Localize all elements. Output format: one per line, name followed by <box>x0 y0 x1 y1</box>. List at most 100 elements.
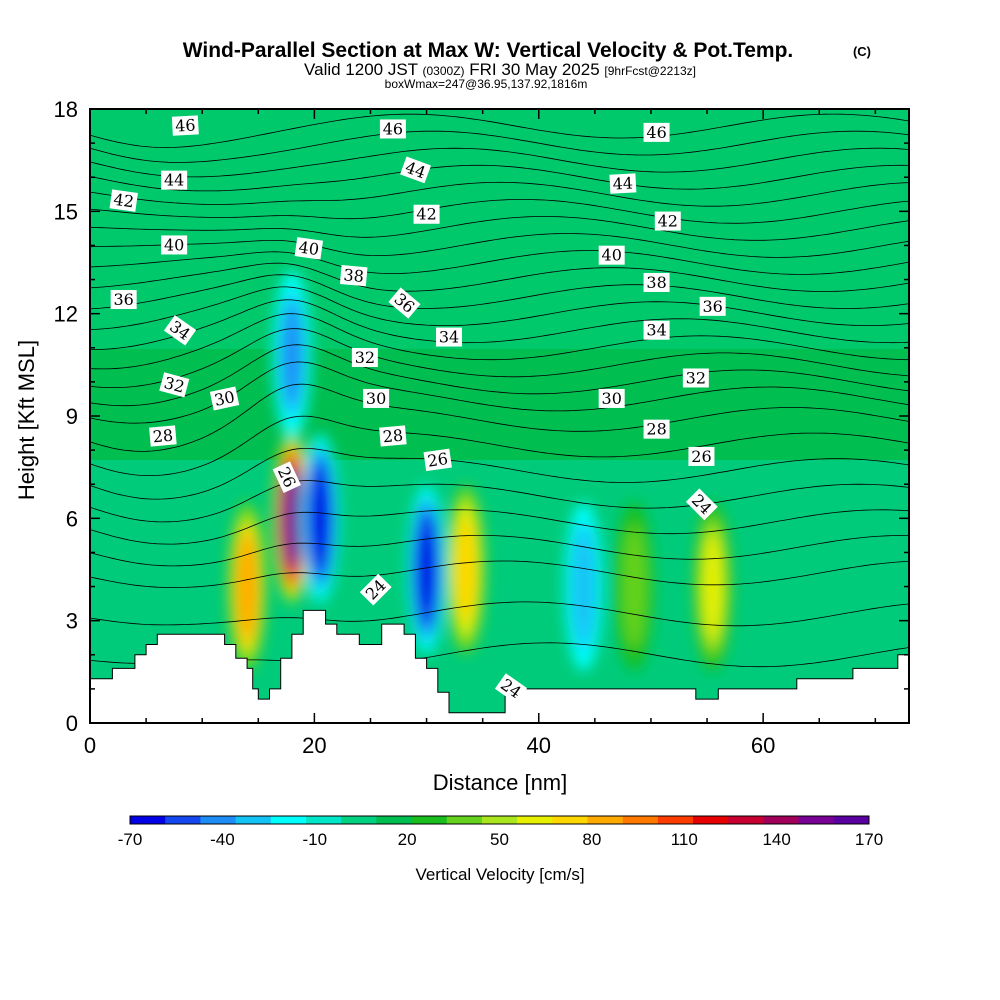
velocity-cell-4 <box>446 485 485 654</box>
theta-label-box <box>654 211 681 231</box>
theta-contour-23 <box>90 601 909 627</box>
theta-label-8: 42 <box>654 211 681 231</box>
theta-contour-44 <box>90 164 909 192</box>
colorbar-swatch <box>130 816 166 824</box>
theta-label-box <box>163 315 197 346</box>
theta-contour-35 <box>90 299 909 351</box>
theta-label-text: 44 <box>612 174 633 194</box>
theta-label-box <box>643 419 670 439</box>
theta-contour-33 <box>90 328 909 389</box>
theta-label-box <box>363 388 390 408</box>
theta-label-text: 46 <box>383 119 403 138</box>
colorbar-frame <box>129 815 870 825</box>
vertical-velocity-cells <box>228 270 732 671</box>
theta-label-text: 40 <box>297 238 320 260</box>
theta-label-text: 38 <box>646 273 666 292</box>
theta-label-text: 40 <box>164 235 184 254</box>
theta-label-12: 38 <box>339 265 368 287</box>
y-tick-label: 9 <box>66 404 78 429</box>
chart-title: Wind-Parallel Section at Max W: Vertical… <box>183 39 794 62</box>
theta-label-text: 32 <box>162 373 187 397</box>
theta-contour-30 <box>90 383 909 452</box>
colorbar-swatch <box>446 816 483 824</box>
x-tick-label: 0 <box>84 733 96 758</box>
theta-label-text: 28 <box>382 426 404 447</box>
subtitle-date: FRI 30 May 2025 <box>469 60 599 79</box>
theta-label-box <box>688 446 715 466</box>
theta-label-26: 28 <box>149 425 177 447</box>
colorbar-swatch <box>693 816 729 824</box>
theta-label-27: 28 <box>379 425 407 447</box>
subtitle-prefix: Valid 1200 JST <box>304 60 418 79</box>
theta-label-28: 28 <box>643 419 670 439</box>
theta-label-box <box>643 272 670 292</box>
theta-label-19: 34 <box>643 320 670 340</box>
colorbar-swatch <box>411 816 448 824</box>
x-tick-label: 40 <box>527 733 551 758</box>
theta-label-box <box>351 348 378 368</box>
theta-contour-28 <box>90 447 909 500</box>
colorbar-swatch <box>341 816 377 824</box>
theta-contour-32 <box>90 344 909 407</box>
theta-contour-24 <box>90 560 909 589</box>
theta-label-text: 28 <box>646 420 666 439</box>
theta-label-box <box>400 156 431 184</box>
velocity-cell-layer <box>310 466 330 571</box>
theta-label-box <box>436 327 463 347</box>
theta-label-1: 46 <box>379 119 406 139</box>
colorbar-tick-label: 50 <box>490 830 509 849</box>
theta-label-box <box>159 372 190 398</box>
terrain <box>90 609 909 723</box>
theta-label-box <box>110 290 137 310</box>
theta-label-5: 44 <box>609 173 637 194</box>
y-tick-label: 0 <box>66 711 78 736</box>
theta-label-box <box>161 170 188 190</box>
theta-label-text: 38 <box>343 265 365 286</box>
theta-label-text: 40 <box>602 246 622 265</box>
theta-contour-25 <box>90 535 909 567</box>
colorbar-swatch <box>587 816 624 824</box>
y-tick-label: 18 <box>54 97 78 122</box>
velocity-cell-layer <box>455 517 476 622</box>
velocity-cell-layer <box>237 534 257 639</box>
y-tick-label: 3 <box>66 609 78 634</box>
theta-label-text: 42 <box>658 212 678 231</box>
theta-label-box <box>643 320 670 340</box>
theta-label-6: 42 <box>109 189 138 212</box>
theta-label-23: 30 <box>209 386 240 411</box>
theta-label-text: 46 <box>175 116 196 136</box>
velocity-cell-0 <box>228 502 267 671</box>
theta-label-box <box>359 573 392 606</box>
colorbar-tick-label: 20 <box>398 830 417 849</box>
theta-contour-37 <box>90 274 909 310</box>
x-tick-label: 60 <box>751 733 775 758</box>
y-tick-label: 6 <box>66 506 78 531</box>
theta-label-box <box>685 488 718 521</box>
theta-label-20: 32 <box>159 372 190 398</box>
theta-contour-38 <box>90 262 909 292</box>
velocity-cell-3 <box>407 485 446 654</box>
subtitle-fcst: [9hrFcst@2213z] <box>604 64 696 78</box>
velocity-cell-layer <box>624 534 645 639</box>
colorbar-tick-label: 80 <box>582 830 601 849</box>
velocity-cell-8 <box>564 502 603 671</box>
theta-label-box <box>272 461 301 493</box>
theta-label-box <box>413 204 440 224</box>
theta-label-31: 26 <box>688 446 715 466</box>
theta-contour-26 <box>90 509 909 545</box>
theta-label-text: 36 <box>113 290 133 309</box>
colorbar-swatch <box>306 816 342 824</box>
theta-label-box <box>109 189 138 212</box>
theta-label-box <box>643 122 670 142</box>
velocity-cell-6 <box>615 502 654 671</box>
theta-label-text: 44 <box>164 171 184 190</box>
colorbar-tick-label: -70 <box>118 830 143 849</box>
upper-field-band <box>90 109 909 349</box>
theta-label-box <box>209 386 240 411</box>
subtitle-zulu: (0300Z) <box>423 64 465 78</box>
theta-label-7: 42 <box>413 204 440 224</box>
theta-contour-40 <box>90 233 909 258</box>
chart-title-mark: (C) <box>853 44 871 59</box>
